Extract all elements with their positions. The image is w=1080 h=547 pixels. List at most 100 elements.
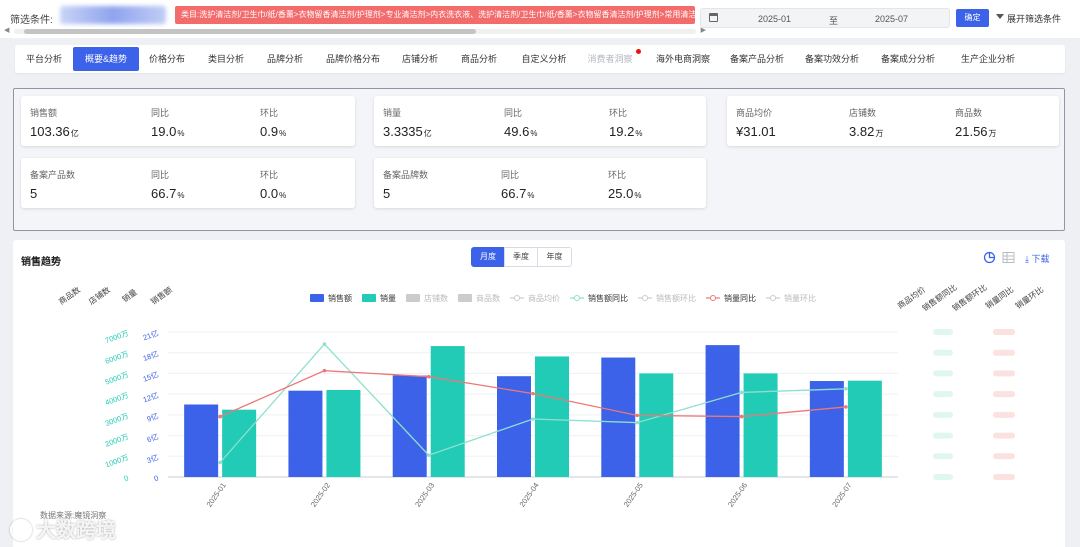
scroll-left-icon[interactable]: ◀ [4,27,10,34]
y-tick-label: 3000万 [104,411,130,428]
expand-filter-label: 展开筛选条件 [1007,14,1062,24]
tab-platform[interactable]: 平台分析 [25,54,62,64]
right-tick-blurred [993,329,1015,335]
trend-title: 销售趋势 [21,257,61,268]
kpi-card-sales: 销售额 103.36亿 同比 19.0% 环比 0.9% [21,96,355,146]
legend-marker [574,295,580,301]
legend-marker [514,295,520,301]
date-start[interactable]: 2025-01 [758,14,792,24]
tab-overseas[interactable]: 海外电商洞察 [655,54,710,64]
bar-sales [288,390,323,477]
watermark: 大数跨境 [10,514,116,543]
filter-condition-text[interactable]: 类目:洗护清洁剂/卫生巾/纸/香薰>衣物留香清洁剂/护理剂>专业清洁剂>内衣洗衣… [175,6,695,24]
pie-chart-icon[interactable] [983,251,996,264]
x-tick-label: 2025-05 [622,481,645,509]
right-tick-blurred [933,411,953,418]
x-tick-label: 2025-03 [413,481,436,509]
tab-consumer-insight[interactable]: 消费者洞察 [585,47,641,71]
y-tick-label: 2000万 [104,432,130,449]
filter-bar: 筛选条件: 类目:洗护清洁剂/卫生巾/纸/香薰>衣物留香清洁剂/护理剂>专业清洁… [0,0,1080,38]
legend-label: 销售额环比 [656,293,696,303]
kpi-card-filing-brand: 备案品牌数 5 同比 66.7% 环比 25.0% [374,158,706,208]
sales-yoy-point [218,460,222,465]
x-tick-label: 2025-01 [205,481,228,509]
legend-label: 销售额 [328,293,352,303]
tab-overview-trend[interactable]: 概要&趋势 [73,47,139,71]
bar-volume [535,356,569,477]
sales-yoy-point [739,390,744,395]
tab-manufacturer[interactable]: 生产企业分析 [960,54,1015,64]
kpi-filing-brand-mom: 环比 25.0% [608,170,642,201]
kpi-sales-yoy: 同比 19.0% [151,108,185,139]
kpi-card-filing-product: 备案产品数 5 同比 66.7% 环比 0.0% [21,158,355,208]
kpi-volume-yoy: 同比 49.6% [504,108,538,139]
y-tick-label: 0 [123,473,130,483]
bar-volume [430,346,465,477]
download-button[interactable]: ⤓ 下载 [1025,254,1050,264]
right-tick-blurred [933,391,953,398]
tab-brand-price[interactable]: 品牌价格分布 [325,54,380,64]
new-badge-dot [636,49,641,54]
kpi-filing-product-yoy: 同比 66.7% [151,170,185,201]
kpi-avg-price: 商品均价 ¥31.01 [736,108,776,139]
table-view-icon[interactable] [1002,251,1015,264]
y-tick-label: 4000万 [104,390,130,407]
bar-sales [497,376,531,477]
volume-yoy-point [322,368,327,373]
watermark-logo [10,519,32,541]
tab-filing-efficacy[interactable]: 备案功效分析 [804,54,859,64]
right-tick-blurred [993,391,1015,398]
period-monthly-button[interactable]: 月度 [471,247,505,267]
tab-filing-ingredient[interactable]: 备案成分分析 [880,54,935,64]
x-tick-label: 2025-02 [309,481,332,509]
tab-filing-product[interactable]: 备案产品分析 [729,54,784,64]
kpi-filing-product-mom: 环比 0.0% [260,170,287,201]
scrollbar-thumb[interactable] [24,29,476,34]
right-tick-blurred [933,349,953,356]
right-tick-blurred [933,370,953,377]
date-range-picker[interactable]: 2025-01 至 2025-07 [700,8,950,28]
left-axis-name: 店铺数 [87,285,112,307]
tab-product[interactable]: 商品分析 [460,54,497,64]
date-end[interactable]: 2025-07 [875,14,909,24]
expand-filter-button[interactable]: 展开筛选条件 [996,12,1061,25]
y-tick-label: 3亿 [145,452,160,466]
legend-label: 销售额同比 [588,293,628,303]
right-axis-name: 销量环比 [1013,284,1045,311]
volume-yoy-point [426,374,431,379]
kpi-product-count: 商品数 21.56万 [955,108,997,139]
legend-swatch [362,294,376,302]
y-tick-label: 9亿 [145,410,160,424]
kpi-sales: 销售额 103.36亿 [30,108,79,139]
period-yearly-button[interactable]: 年度 [537,247,572,267]
y-tick-label: 1000万 [104,453,130,470]
right-tick-blurred [993,411,1015,418]
tab-brand[interactable]: 品牌分析 [266,54,303,64]
legend-label: 商品数 [476,293,500,303]
tab-category[interactable]: 类目分析 [207,54,244,64]
filter-selection-blurred[interactable] [60,6,166,24]
confirm-button[interactable]: 确定 [956,9,989,27]
sales-yoy-point [322,342,327,346]
right-tick-blurred [993,474,1015,480]
sales-trend-panel: 销售趋势 月度 季度 年度 ⤓ 下载 商品数 店铺数 销量 0 1000万 2000万 30… [13,240,1065,547]
calendar-icon [709,13,718,22]
left-axis-name: 商品数 [57,285,82,307]
tab-store[interactable]: 店铺分析 [401,54,438,64]
sales-trend-chart: 商品数 店铺数 销量01000万2000万3000万4000万5000万6000万7… [57,282,1046,509]
bar-volume [639,373,674,477]
filter-scrollbar[interactable]: ◀ ▶ [4,27,706,34]
kpi-filing-product-count: 备案产品数 5 [30,170,76,201]
right-tick-blurred [993,370,1015,377]
legend-label: 商品均价 [528,293,560,303]
legend-swatch [458,294,472,302]
tab-custom[interactable]: 自定义分析 [521,54,567,64]
bar-volume [326,390,361,477]
left-axis-name: 销售额 [149,285,174,307]
scroll-right-icon[interactable]: ▶ [700,27,706,34]
right-tick-blurred [993,349,1015,356]
tab-price-distribution[interactable]: 价格分布 [148,54,185,64]
right-tick-blurred [933,453,953,460]
analysis-tab-bar: 平台分析 概要&趋势 价格分布 类目分析 品牌分析 品牌价格分布 店铺分析 商品… [15,45,1065,73]
right-tick-blurred [993,453,1015,460]
